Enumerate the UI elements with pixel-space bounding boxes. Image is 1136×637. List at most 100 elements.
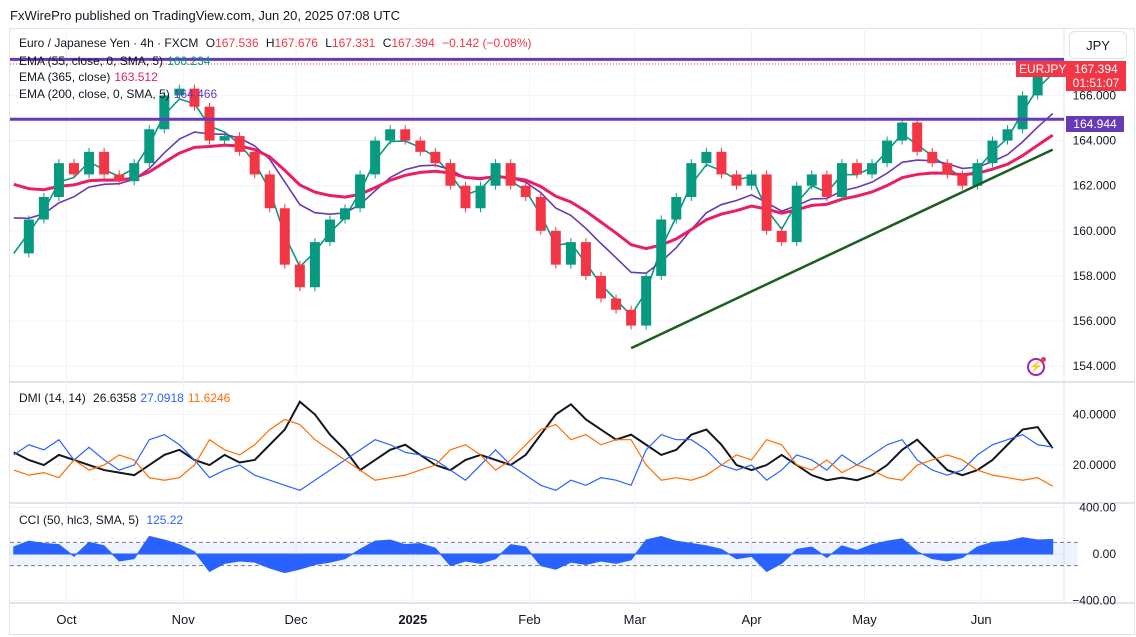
time-tick-label: Apr	[741, 612, 762, 627]
last-price-tag: 167.394 01:51:07	[1066, 61, 1126, 91]
candle-body	[249, 151, 260, 175]
candle-body	[851, 163, 862, 175]
price-tick-label: 164.000	[1073, 134, 1117, 148]
candle-body	[671, 196, 682, 220]
candle-body	[189, 88, 200, 107]
candle-body	[580, 242, 591, 276]
candle-body	[867, 163, 878, 175]
ema365-legend[interactable]: EMA (365, close) 163.512	[19, 70, 162, 84]
price-tick-label: 162.000	[1073, 179, 1117, 193]
dmi-label: DMI (14, 14)	[19, 391, 86, 405]
open-label: O	[205, 36, 216, 50]
candle-body	[731, 174, 742, 186]
candle-body	[340, 208, 351, 220]
candle-body	[68, 163, 79, 175]
candle-body	[836, 163, 847, 197]
candle-body	[385, 129, 396, 141]
ema55-label: EMA (55, close, 0, SMA, 5)	[19, 54, 164, 68]
ema200-label: EMA (200, close, 0, SMA, 5)	[19, 87, 170, 101]
candle-body	[897, 122, 908, 141]
candle-body	[99, 151, 110, 175]
lightning-icon[interactable]: ⚡	[1027, 357, 1046, 376]
symbol-tag: EURJPY	[1016, 61, 1070, 77]
candle-body	[264, 174, 275, 209]
minus-di-value: 11.6246	[187, 391, 231, 405]
price-tick-label: 154.000	[1073, 359, 1117, 373]
candle-body	[1002, 129, 1013, 141]
close-label: C	[382, 36, 392, 50]
publisher-line: FxWirePro published on TradingView.com, …	[10, 8, 400, 23]
candle-body	[475, 185, 486, 209]
candle-body	[490, 163, 501, 186]
dmi-legend[interactable]: DMI (14, 14) 26.6358 27.0918 11.6246	[19, 391, 234, 405]
candle-body	[565, 242, 576, 265]
ema200-value: 164.466	[173, 87, 218, 101]
candle-body	[219, 136, 230, 141]
cci-value: 125.22	[146, 513, 184, 527]
candle-body	[430, 151, 441, 164]
low-value: 167.331	[331, 36, 376, 50]
candle-body	[370, 140, 381, 175]
high-label: H	[265, 36, 275, 50]
price-tick-label: 156.000	[1073, 314, 1117, 328]
candle-body	[716, 151, 727, 175]
trendline	[630, 148, 1054, 350]
candle-body	[550, 230, 561, 265]
candle-body	[204, 106, 215, 141]
cci-tick-label: 400.00	[1079, 500, 1116, 514]
symbol-legend: Euro / Japanese Yen · 4h · FXCM O167.536…	[19, 36, 536, 50]
candle-body	[84, 151, 95, 175]
cci-legend[interactable]: CCI (50, hlc3, SMA, 5) 125.22	[19, 513, 187, 527]
candle-body	[309, 242, 320, 288]
candle-body	[324, 219, 335, 243]
open-value: 167.536	[215, 36, 259, 50]
candle-body	[776, 230, 787, 243]
adx-line	[13, 400, 1054, 482]
time-tick-label: Feb	[518, 612, 540, 627]
dmi-tick-label: 20.0000	[1073, 458, 1117, 472]
close-value: 167.394	[391, 36, 435, 50]
ema200-line	[13, 112, 1054, 274]
dmi-tick-label: 40.0000	[1073, 407, 1117, 421]
candle-body	[761, 174, 772, 231]
candle-body	[595, 275, 606, 299]
last-price: 167.394	[1074, 62, 1118, 76]
high-value: 167.676	[274, 36, 318, 50]
candle-body	[927, 151, 938, 164]
candle-body	[641, 275, 652, 326]
time-tick-label: May	[852, 612, 877, 627]
candle-body	[987, 140, 998, 164]
cci-histogram	[13, 535, 1054, 574]
ema55-line	[13, 73, 1054, 317]
candle-body	[626, 309, 637, 326]
cci-label: CCI (50, hlc3, SMA, 5)	[19, 513, 140, 527]
candle-body	[791, 185, 802, 243]
candle-body	[144, 129, 155, 164]
candle-body	[746, 174, 757, 186]
candle-body	[23, 219, 34, 254]
ema55-legend[interactable]: EMA (55, close, 0, SMA, 5) 166.234	[19, 54, 214, 68]
time-tick-label: Nov	[172, 612, 196, 627]
candle-body	[701, 151, 712, 164]
plus-di-line	[13, 433, 1053, 492]
candle-body	[535, 196, 546, 231]
candle-body	[656, 219, 667, 276]
candle-body	[912, 122, 923, 152]
currency-button[interactable]: JPY	[1069, 31, 1127, 59]
price-tick-label: 160.000	[1073, 224, 1117, 238]
candle-body	[234, 136, 245, 152]
candle-body	[520, 185, 531, 197]
candle-body	[415, 140, 426, 152]
level-price-tag: 164.944	[1066, 116, 1124, 132]
candle-body	[806, 174, 817, 186]
time-tick-label: 2025	[398, 612, 427, 627]
candle-body	[1032, 72, 1043, 96]
candle-body	[882, 140, 893, 164]
price-tick-label: 166.000	[1073, 88, 1117, 102]
candle-body	[445, 163, 456, 186]
candle-body	[38, 196, 49, 220]
candle-body	[686, 163, 697, 197]
price-tick-label: 158.000	[1073, 269, 1117, 283]
ema200-legend[interactable]: EMA (200, close, 0, SMA, 5) 164.466	[19, 87, 221, 101]
